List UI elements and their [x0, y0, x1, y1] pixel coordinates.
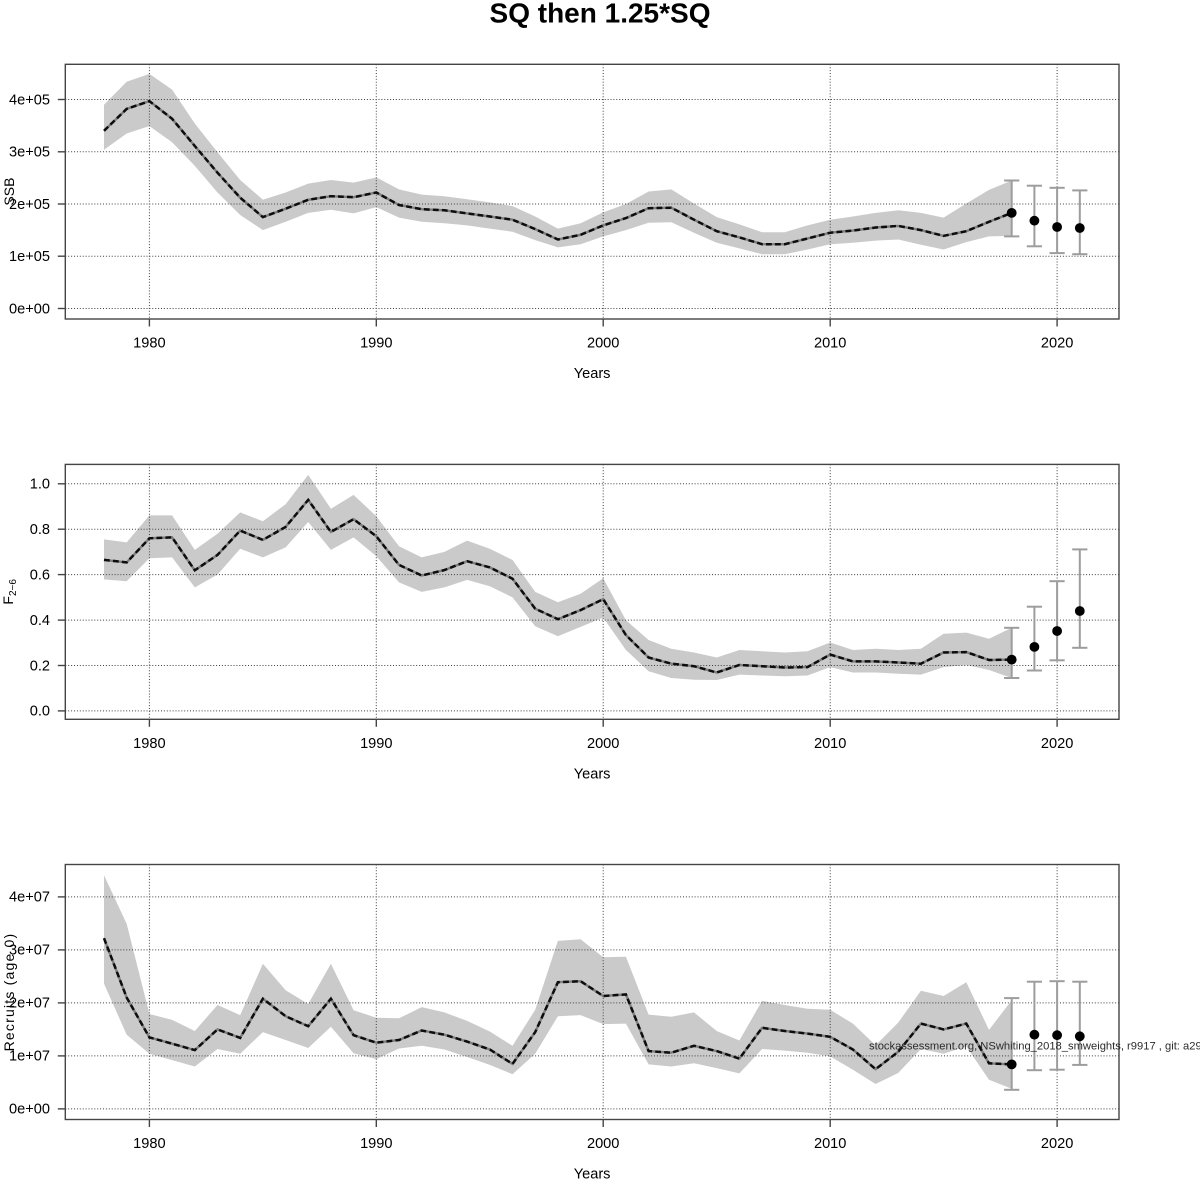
- svg-text:0.4: 0.4: [30, 613, 50, 629]
- svg-text:0.2: 0.2: [30, 658, 50, 674]
- svg-text:2000: 2000: [587, 736, 619, 752]
- svg-text:1980: 1980: [133, 336, 165, 352]
- svg-text:0.0: 0.0: [30, 704, 50, 720]
- svg-text:4e+07: 4e+07: [9, 890, 50, 906]
- svg-text:2010: 2010: [814, 336, 846, 352]
- svg-text:SSB: SSB: [1, 178, 17, 206]
- svg-text:2010: 2010: [814, 1136, 846, 1152]
- svg-text:0e+00: 0e+00: [9, 1102, 50, 1118]
- svg-text:Years: Years: [574, 1167, 611, 1183]
- svg-text:2e+07: 2e+07: [9, 996, 50, 1012]
- svg-text:1980: 1980: [133, 736, 165, 752]
- svg-text:0.6: 0.6: [30, 567, 50, 583]
- svg-text:2000: 2000: [587, 336, 619, 352]
- svg-text:Years: Years: [574, 766, 611, 782]
- svg-text:1.0: 1.0: [30, 477, 50, 493]
- svg-text:0.8: 0.8: [30, 522, 50, 538]
- svg-text:1980: 1980: [133, 1136, 165, 1152]
- svg-text:4e+05: 4e+05: [9, 92, 50, 108]
- svg-text:SQ then 1.25*SQ: SQ then 1.25*SQ: [490, 0, 711, 29]
- svg-text:2010: 2010: [814, 736, 846, 752]
- svg-text:1990: 1990: [360, 736, 392, 752]
- svg-text:2000: 2000: [587, 1136, 619, 1152]
- svg-text:2e+05: 2e+05: [9, 197, 50, 213]
- svg-text:1990: 1990: [360, 1136, 392, 1152]
- svg-text:1e+07: 1e+07: [9, 1049, 50, 1065]
- svg-text:0e+00: 0e+00: [9, 301, 50, 317]
- svg-text:3e+07: 3e+07: [9, 943, 50, 959]
- svg-text:1e+05: 1e+05: [9, 249, 50, 265]
- svg-text:2020: 2020: [1041, 336, 1073, 352]
- svg-text:stockassessment.org, NSwhiting: stockassessment.org, NSwhiting_2018_smwe…: [869, 1040, 1200, 1052]
- svg-text:1990: 1990: [360, 336, 392, 352]
- svg-text:2020: 2020: [1041, 736, 1073, 752]
- svg-text:Recruits (age 0): Recruits (age 0): [1, 933, 17, 1052]
- svg-text:Years: Years: [574, 366, 611, 382]
- svg-text:3e+05: 3e+05: [9, 145, 50, 161]
- svg-text:2020: 2020: [1041, 1136, 1073, 1152]
